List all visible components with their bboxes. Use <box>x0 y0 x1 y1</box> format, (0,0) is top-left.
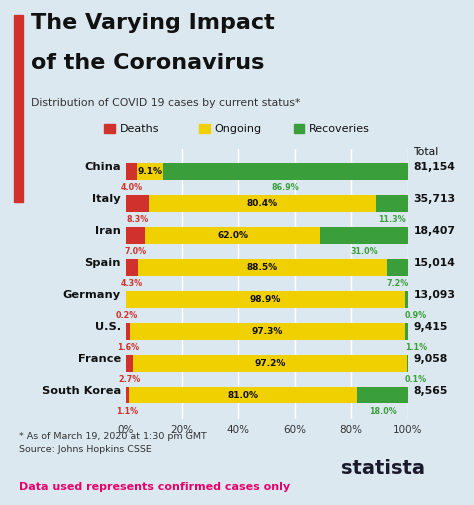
Text: Source: Johns Hopkins CSSE: Source: Johns Hopkins CSSE <box>19 445 152 455</box>
Text: 81.0%: 81.0% <box>228 391 258 399</box>
Text: South Korea: South Korea <box>42 386 121 396</box>
Bar <box>126 259 138 276</box>
Bar <box>138 259 387 276</box>
Bar <box>149 195 376 212</box>
Bar <box>405 291 408 308</box>
Text: 9,058: 9,058 <box>413 354 447 364</box>
Text: China: China <box>84 162 121 172</box>
Text: 35,713: 35,713 <box>413 194 456 205</box>
Text: 31.0%: 31.0% <box>350 247 378 256</box>
Text: Germany: Germany <box>63 290 121 300</box>
Bar <box>126 291 405 308</box>
Text: 13,093: 13,093 <box>413 290 456 300</box>
Text: 18,407: 18,407 <box>413 226 456 236</box>
Text: Data used represents confirmed cases only: Data used represents confirmed cases onl… <box>19 482 290 492</box>
Text: 0.1%: 0.1% <box>405 375 427 384</box>
Text: 97.2%: 97.2% <box>255 359 286 368</box>
Text: 81,154: 81,154 <box>413 162 455 172</box>
Bar <box>146 227 320 243</box>
Text: 8.3%: 8.3% <box>126 215 148 224</box>
Text: Ongoing: Ongoing <box>214 124 261 134</box>
Text: 18.0%: 18.0% <box>369 407 396 416</box>
Text: Iran: Iran <box>95 226 121 236</box>
Bar <box>133 355 407 372</box>
Text: Total: Total <box>413 147 438 157</box>
Bar <box>129 387 357 403</box>
Text: 0.2%: 0.2% <box>116 311 138 320</box>
Bar <box>137 163 163 180</box>
Bar <box>320 227 408 243</box>
Text: 9,415: 9,415 <box>413 322 448 332</box>
Text: 97.3%: 97.3% <box>252 327 283 336</box>
Text: * As of March 19, 2020 at 1:30 pm GMT: * As of March 19, 2020 at 1:30 pm GMT <box>19 432 207 441</box>
Bar <box>387 259 408 276</box>
Text: 7.0%: 7.0% <box>124 247 146 256</box>
Text: 8,565: 8,565 <box>413 386 448 396</box>
Text: U.S.: U.S. <box>95 322 121 332</box>
Text: 80.4%: 80.4% <box>247 199 278 208</box>
Text: 62.0%: 62.0% <box>217 231 248 240</box>
Bar <box>126 163 137 180</box>
Text: 86.9%: 86.9% <box>271 183 299 192</box>
Text: 11.3%: 11.3% <box>378 215 406 224</box>
Text: 4.0%: 4.0% <box>120 183 142 192</box>
Bar <box>126 323 130 339</box>
Text: 0.9%: 0.9% <box>405 311 427 320</box>
Text: 7.2%: 7.2% <box>386 279 409 288</box>
Text: 2.7%: 2.7% <box>118 375 141 384</box>
Bar <box>126 355 133 372</box>
Text: Italy: Italy <box>92 194 121 205</box>
Text: Spain: Spain <box>84 258 121 268</box>
Bar <box>163 163 408 180</box>
Text: 15,014: 15,014 <box>413 258 455 268</box>
Bar <box>130 323 404 339</box>
Text: 4.3%: 4.3% <box>120 279 143 288</box>
Text: Recoveries: Recoveries <box>309 124 370 134</box>
Bar <box>376 195 408 212</box>
Bar <box>126 227 146 243</box>
Text: Distribution of COVID 19 cases by current status*: Distribution of COVID 19 cases by curren… <box>31 98 300 109</box>
Bar <box>126 195 149 212</box>
Text: 1.6%: 1.6% <box>117 343 139 352</box>
Text: of the Coronavirus: of the Coronavirus <box>31 53 264 73</box>
Text: 98.9%: 98.9% <box>250 295 282 304</box>
Text: The Varying Impact: The Varying Impact <box>31 13 274 33</box>
Bar <box>404 323 408 339</box>
Bar <box>357 387 408 403</box>
Text: France: France <box>78 354 121 364</box>
Text: 1.1%: 1.1% <box>405 343 427 352</box>
Text: Deaths: Deaths <box>119 124 159 134</box>
Bar <box>126 387 129 403</box>
Text: 1.1%: 1.1% <box>116 407 138 416</box>
Text: 88.5%: 88.5% <box>247 263 278 272</box>
Text: 9.1%: 9.1% <box>137 167 162 176</box>
Text: statista: statista <box>341 459 425 478</box>
